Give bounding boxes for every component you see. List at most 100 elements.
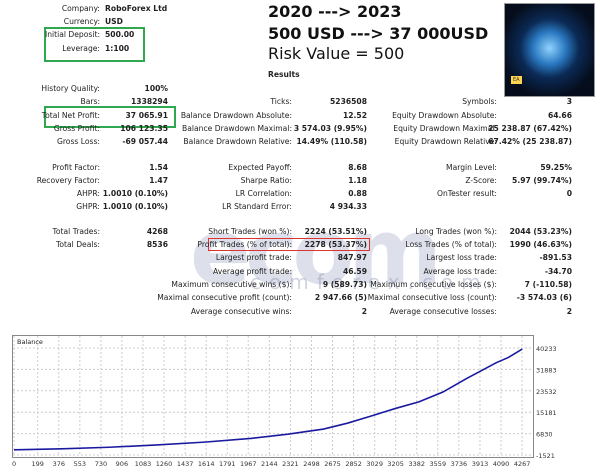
largest-profit-trade-value: 847.97 [337,253,367,262]
x-tick-label: 3382 [408,460,425,468]
currency-label: Currency: [63,17,100,26]
history-quality-value: 100% [144,84,168,93]
balance-drawdown-maximal-value: 3 574.03 (9.95%) [293,124,367,133]
equity-drawdown-relative-label: Equity Drawdown Relative: [394,137,497,146]
bars-label: Bars: [80,97,101,106]
x-tick-label: 1083 [135,460,152,468]
y-tick-label: -1521 [536,452,555,460]
company-value: RoboForex Ltd [105,4,168,13]
long-trades-won-value: 2044 (53.23%) [509,227,572,236]
ticks-value: 5236508 [330,97,367,106]
thumbnail-badge: EA [511,76,522,84]
history-quality-label: History Quality: [41,84,100,93]
long-trades-won-label: Long Trades (won %): [415,227,497,236]
balance-drawdown-absolute-value: 12.52 [342,111,367,120]
bars-value: 1338294 [131,97,168,106]
watermark-logo: ecom [190,200,442,305]
expected-payoff-value: 8.68 [348,163,367,172]
largest-loss-trade-label: Largest loss trade: [426,253,497,262]
company-label: Company: [61,4,100,13]
x-tick-label: 2852 [345,460,362,468]
watermark-url: comforex.com [250,270,489,294]
x-tick-label: 2498 [303,460,320,468]
average-consecutive-wins-value: 2 [361,307,367,316]
x-tick-label: 3559 [430,460,447,468]
gross-profit-label: Gross Profit: [53,124,100,133]
leverage-value: 1:100 [105,44,130,53]
maximum-consecutive-wins-value: 9 (589.73) [322,280,367,289]
x-tick-label: 1260 [156,460,173,468]
average-loss-trade-label: Average loss trade: [423,267,497,276]
x-tick-label: 2321 [282,460,299,468]
x-tick-label: 1437 [177,460,194,468]
average-consecutive-losses-value: 2 [566,307,572,316]
leverage-label: Leverage: [62,44,100,53]
balance-chart: 40233 31883 23532 15181 6830 -1521 0 199 376 553 7… [12,335,557,468]
y-tick-label: 31883 [536,366,557,374]
ticks-label: Ticks: [270,97,292,106]
average-profit-trade-value: 46.59 [342,267,367,276]
headline-growth: 500 USD ---> 37 000USD [268,24,489,43]
x-tick-label: 376 [53,460,65,468]
largest-profit-trade-label: Largest profit trade: [215,253,292,262]
profit-factor-label: Profit Factor: [52,163,100,172]
highlight-profit-trades [208,238,370,251]
ahpr-value: 1.0010 (0.10%) [102,189,168,198]
largest-loss-trade-value: -891.53 [539,253,572,262]
maximum-consecutive-wins-label: Maximum consecutive wins ($): [171,280,292,289]
x-tick-label: 4267 [514,460,531,468]
gross-loss-value: -69 057.44 [122,137,168,146]
ontester-result-value: 0 [566,189,572,198]
equity-drawdown-maximal-value: 25 238.87 (67.42%) [488,124,572,133]
average-consecutive-losses-label: Average consecutive losses: [389,307,497,316]
ghpr-value: 1.0010 (0.10%) [102,202,168,211]
results-heading: Results [268,70,300,79]
average-loss-trade-value: -34.70 [544,267,572,276]
x-tick-label: 2675 [324,460,341,468]
sharpe-ratio-value: 1.18 [348,176,367,185]
recovery-factor-value: 1.47 [149,176,168,185]
symbols-value: 3 [566,97,572,106]
balance-drawdown-maximal-label: Balance Drawdown Maximal: [182,124,292,133]
total-trades-value: 4268 [146,227,168,236]
profit-trades-of-total-label: Profit Trades (% of total): [197,240,292,249]
maximum-consecutive-losses-label: Maximum consecutive losses ($): [370,280,497,289]
lr-standard-error-value: 4 934.33 [329,202,367,211]
headline-years: 2020 ---> 2023 [268,2,402,21]
x-tick-label: 4090 [493,460,510,468]
x-tick-label: 730 [95,460,107,468]
balance-drawdown-relative-value: 14.49% (110.58) [296,137,367,146]
ahpr-label: AHPR: [76,189,100,198]
highlight-deposit-leverage [44,27,145,62]
average-consecutive-wins-label: Average consecutive wins: [190,307,292,316]
margin-level-label: Margin Level: [446,163,497,172]
short-trades-won-label: Short Trades (won %): [208,227,292,236]
x-tick-label: 553 [74,460,86,468]
gross-loss-label: Gross Loss: [56,137,100,146]
balance-drawdown-absolute-label: Balance Drawdown Absolute: [180,111,292,120]
expected-payoff-label: Expected Payoff: [228,163,292,172]
x-tick-label: 3913 [472,460,489,468]
maximal-consecutive-loss-count-value: -3 574.03 (6) [516,293,572,302]
total-net-profit-value: 37 065.91 [125,111,168,120]
x-tick-label: 1614 [198,460,215,468]
z-score-label: Z-Score: [465,176,497,185]
x-tick-label: 2144 [261,460,278,468]
x-tick-label: 3205 [387,460,404,468]
loss-trades-of-total-value: 1990 (46.63%) [509,240,572,249]
headline-risk: Risk Value = 500 [268,44,405,63]
currency-value: USD [105,17,123,26]
x-tick-label: 199 [31,460,43,468]
y-tick-label: 15181 [536,409,557,417]
y-tick-label: 40233 [536,345,557,353]
balance-line [13,348,523,451]
highlight-net-profit [44,106,176,128]
x-tick-label: 1967 [240,460,257,468]
sharpe-ratio-label: Sharpe Ratio: [240,176,292,185]
maximal-consecutive-profit-count-value: 2 947.66 (5) [314,293,367,302]
profit-trades-of-total-value: 2278 (53.37%) [304,240,367,249]
x-tick-label: 0 [12,460,16,468]
ontester-result-label: OnTester result: [437,189,497,198]
equity-drawdown-relative-value: 67.42% (25 238.87) [488,137,572,146]
gross-profit-value: 106 123.35 [120,124,168,133]
